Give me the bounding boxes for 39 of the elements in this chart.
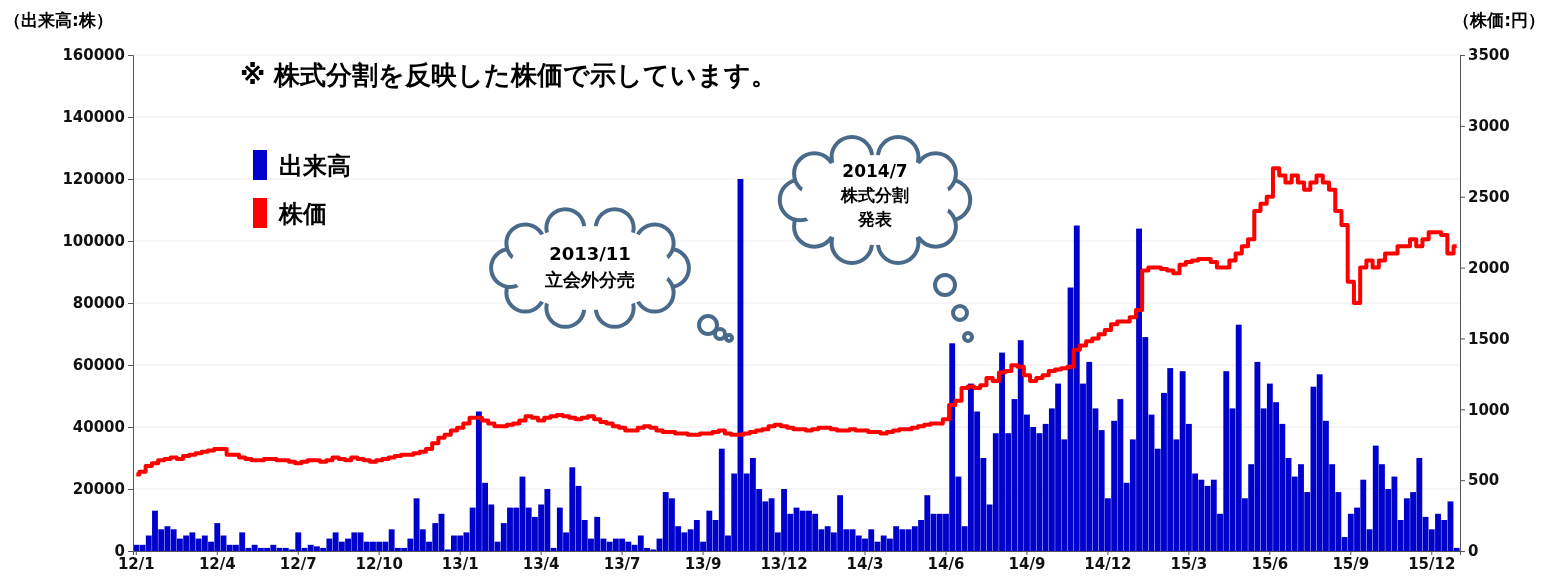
y-tick-label: 80000 bbox=[72, 294, 125, 313]
y2-tick-label: 500 bbox=[1468, 471, 1500, 490]
y-tick-label: 40000 bbox=[72, 418, 125, 437]
x-tick-label: 12/7 bbox=[279, 554, 317, 573]
y-tick-label: 140000 bbox=[62, 108, 125, 127]
y-tick-label: 100000 bbox=[62, 232, 125, 251]
x-tick-label: 15/9 bbox=[1332, 554, 1370, 573]
y2-axis-title: （株価:円） bbox=[1453, 10, 1545, 30]
legend-label: 株価 bbox=[278, 200, 327, 228]
x-tick-label: 15/3 bbox=[1170, 554, 1208, 573]
x-tick-label: 13/12 bbox=[760, 554, 808, 573]
y-tick-label: 20000 bbox=[72, 480, 125, 499]
y2-tick-label: 0 bbox=[1468, 542, 1479, 561]
y2-tick-label: 3500 bbox=[1468, 46, 1510, 65]
x-tick-label: 13/9 bbox=[684, 554, 722, 573]
x-tick-label: 15/12 bbox=[1408, 554, 1456, 573]
x-tick-label: 12/4 bbox=[198, 554, 236, 573]
x-tick-label: 13/7 bbox=[603, 554, 641, 573]
y-tick-label: 60000 bbox=[72, 356, 125, 375]
x-tick-label: 13/1 bbox=[441, 554, 479, 573]
annotation: 2013/11 立会外分売 bbox=[544, 243, 635, 290]
x-tick-label: 14/6 bbox=[927, 554, 965, 573]
y2-tick-label: 1500 bbox=[1468, 329, 1510, 348]
y2-tick-label: 1000 bbox=[1468, 400, 1510, 419]
y-tick-label: 120000 bbox=[62, 170, 125, 189]
annotation: 2014/7 株式分割発表 bbox=[840, 161, 909, 229]
x-tick-label: 14/3 bbox=[846, 554, 884, 573]
annotation: ※ 株式分割を反映した株価で示しています。 bbox=[240, 60, 778, 90]
y-axis-title: （出来高:株） bbox=[4, 10, 113, 30]
y2-tick-label: 3000 bbox=[1468, 117, 1510, 136]
y-tick-label: 160000 bbox=[62, 46, 125, 65]
x-tick-label: 13/4 bbox=[522, 554, 560, 573]
x-tick-label: 14/9 bbox=[1008, 554, 1046, 573]
x-tick-label: 12/10 bbox=[355, 554, 403, 573]
legend-label: 出来高 bbox=[279, 152, 351, 180]
x-tick-label: 14/12 bbox=[1084, 554, 1132, 573]
x-tick-label: 15/6 bbox=[1251, 554, 1289, 573]
y2-tick-label: 2000 bbox=[1468, 258, 1510, 277]
y2-tick-label: 2500 bbox=[1468, 188, 1510, 207]
